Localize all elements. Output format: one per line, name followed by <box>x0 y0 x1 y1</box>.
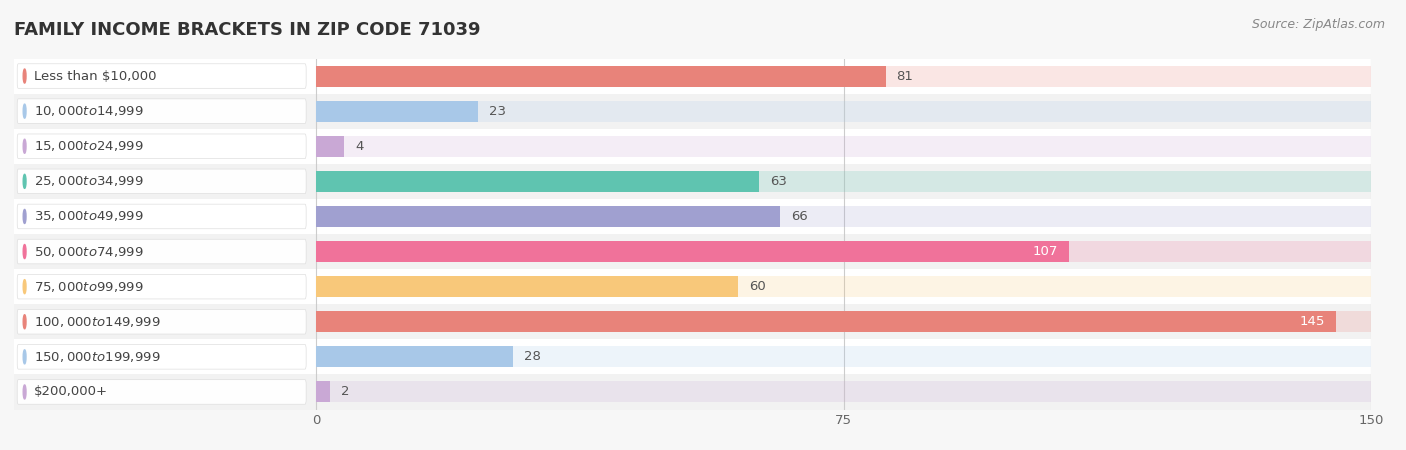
Circle shape <box>24 385 27 399</box>
Bar <box>14 339 1371 374</box>
Text: Source: ZipAtlas.com: Source: ZipAtlas.com <box>1251 18 1385 31</box>
FancyBboxPatch shape <box>17 239 307 264</box>
Bar <box>316 346 513 367</box>
Bar <box>316 311 1371 332</box>
Text: $150,000 to $199,999: $150,000 to $199,999 <box>34 350 160 364</box>
Bar <box>14 304 1371 339</box>
Text: 4: 4 <box>356 140 363 153</box>
Text: 81: 81 <box>897 70 914 82</box>
Bar <box>316 66 886 86</box>
FancyBboxPatch shape <box>17 310 307 334</box>
Text: $200,000+: $200,000+ <box>34 386 108 398</box>
Bar <box>14 164 1371 199</box>
Text: $25,000 to $34,999: $25,000 to $34,999 <box>34 174 143 189</box>
Circle shape <box>24 174 27 189</box>
Bar <box>316 66 1371 86</box>
Bar <box>316 171 759 192</box>
Bar <box>14 374 1371 410</box>
Text: 66: 66 <box>790 210 807 223</box>
Bar <box>316 382 1371 402</box>
FancyBboxPatch shape <box>17 345 307 369</box>
Circle shape <box>24 69 27 83</box>
Bar <box>14 58 1371 94</box>
Circle shape <box>24 209 27 224</box>
Bar <box>316 241 1069 262</box>
Bar <box>14 129 1371 164</box>
Circle shape <box>24 315 27 329</box>
FancyBboxPatch shape <box>17 380 307 404</box>
FancyBboxPatch shape <box>17 99 307 123</box>
Text: 145: 145 <box>1299 315 1326 328</box>
Bar <box>316 276 738 297</box>
Circle shape <box>24 139 27 153</box>
Circle shape <box>24 279 27 294</box>
Bar <box>316 206 1371 227</box>
Bar <box>316 171 1371 192</box>
Circle shape <box>24 104 27 118</box>
Text: Less than $10,000: Less than $10,000 <box>34 70 156 82</box>
FancyBboxPatch shape <box>17 169 307 194</box>
Text: 60: 60 <box>749 280 765 293</box>
Text: 28: 28 <box>524 351 541 363</box>
Bar <box>316 101 1371 122</box>
Text: 107: 107 <box>1032 245 1059 258</box>
Bar <box>14 234 1371 269</box>
Bar <box>316 136 344 157</box>
Bar <box>316 276 1371 297</box>
Bar <box>14 199 1371 234</box>
Text: $100,000 to $149,999: $100,000 to $149,999 <box>34 315 160 329</box>
Text: $75,000 to $99,999: $75,000 to $99,999 <box>34 279 143 294</box>
FancyBboxPatch shape <box>17 274 307 299</box>
Bar <box>316 346 1371 367</box>
Text: 23: 23 <box>489 105 506 117</box>
Text: $10,000 to $14,999: $10,000 to $14,999 <box>34 104 143 118</box>
Bar <box>14 269 1371 304</box>
FancyBboxPatch shape <box>17 64 307 88</box>
Text: 63: 63 <box>770 175 787 188</box>
Bar <box>14 94 1371 129</box>
FancyBboxPatch shape <box>17 134 307 158</box>
Bar <box>316 101 478 122</box>
Bar <box>316 136 1371 157</box>
Text: FAMILY INCOME BRACKETS IN ZIP CODE 71039: FAMILY INCOME BRACKETS IN ZIP CODE 71039 <box>14 21 481 39</box>
Text: $35,000 to $49,999: $35,000 to $49,999 <box>34 209 143 224</box>
Bar <box>316 241 1371 262</box>
Text: $15,000 to $24,999: $15,000 to $24,999 <box>34 139 143 153</box>
Bar <box>316 382 330 402</box>
Circle shape <box>24 350 27 364</box>
Bar <box>316 311 1336 332</box>
Bar <box>316 206 780 227</box>
Text: $50,000 to $74,999: $50,000 to $74,999 <box>34 244 143 259</box>
FancyBboxPatch shape <box>17 204 307 229</box>
Circle shape <box>24 244 27 259</box>
Text: 2: 2 <box>342 386 350 398</box>
